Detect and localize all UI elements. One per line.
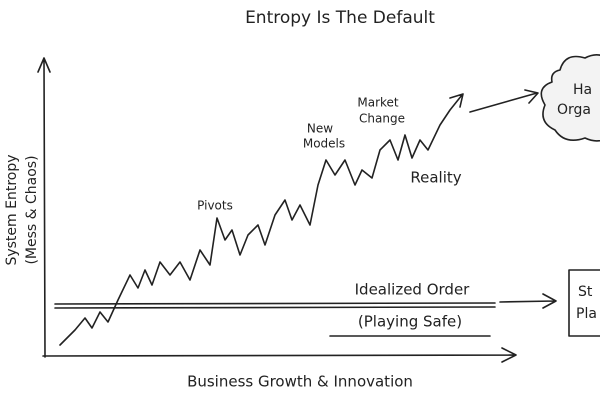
y-axis-label: System Entropy bbox=[4, 154, 20, 265]
arrow bbox=[469, 89, 539, 113]
reality-line bbox=[59, 93, 464, 346]
idealized-title: Idealized Order bbox=[355, 281, 471, 299]
x-axis bbox=[42, 347, 517, 363]
x-axis-label: Business Growth & Innovation bbox=[187, 373, 413, 391]
idealized-line bbox=[54, 302, 496, 309]
annotation: Change bbox=[359, 112, 405, 126]
cloud bbox=[540, 54, 600, 142]
annotation: Pivots bbox=[197, 199, 233, 213]
y-axis-label: (Mess & Chaos) bbox=[24, 155, 40, 264]
annotation: New bbox=[307, 122, 333, 136]
box-text: St bbox=[578, 284, 593, 300]
annotation: Models bbox=[303, 137, 345, 151]
annotation: Reality bbox=[410, 169, 461, 187]
cloud-text: Orga bbox=[557, 102, 591, 118]
box bbox=[568, 269, 600, 337]
box-text: Pla bbox=[576, 306, 597, 322]
y-axis bbox=[37, 57, 51, 358]
arrow bbox=[499, 293, 557, 309]
idealized-subtitle: (Playing Safe) bbox=[358, 313, 462, 331]
title: Entropy Is The Default bbox=[245, 8, 435, 28]
y-axis-label-group: System Entropy (Mess & Chaos) bbox=[4, 154, 40, 265]
annotation: Market bbox=[357, 96, 399, 110]
cloud-text: Ha bbox=[573, 82, 592, 98]
